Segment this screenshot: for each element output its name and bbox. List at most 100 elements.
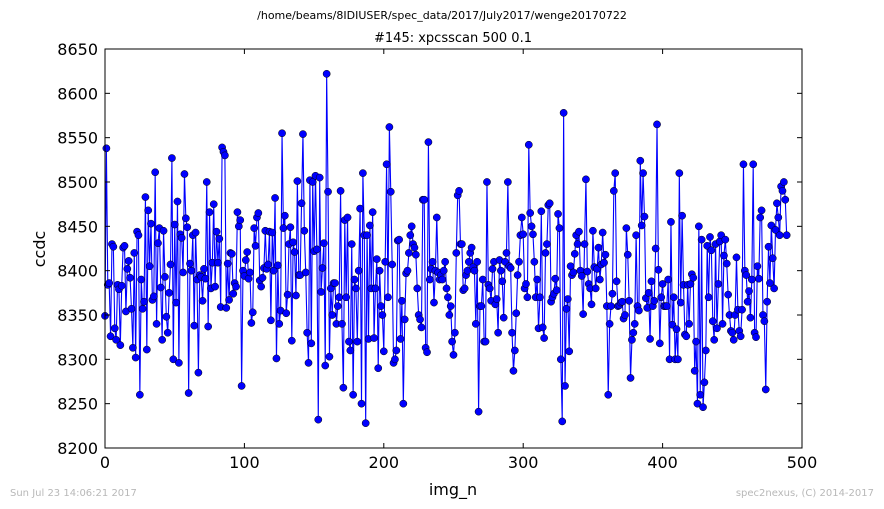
data-point [451, 328, 459, 337]
data-point [646, 335, 654, 343]
data-point [391, 355, 399, 364]
data-point [478, 275, 487, 284]
data-point [377, 302, 385, 310]
data-point [366, 221, 374, 230]
data-point [246, 268, 254, 277]
data-point [267, 316, 275, 325]
data-point [745, 287, 753, 295]
data-point [154, 239, 162, 248]
data-point [747, 275, 756, 284]
data-point [123, 265, 132, 273]
data-point [152, 320, 161, 328]
data-point [313, 245, 321, 254]
data-point [117, 281, 126, 290]
data-point [162, 312, 171, 321]
data-point [743, 297, 752, 306]
data-point [359, 169, 367, 177]
data-point [292, 291, 300, 300]
data-point [357, 399, 366, 408]
data-point [345, 337, 353, 346]
data-point [215, 234, 224, 243]
data-point [374, 364, 383, 373]
data-point [385, 123, 394, 131]
data-point [517, 213, 526, 222]
data-point [446, 302, 455, 310]
data-point [237, 382, 246, 390]
data-point [449, 351, 458, 359]
data-point [222, 304, 231, 312]
data-point [144, 206, 153, 215]
data-point [124, 257, 133, 265]
data-point [658, 280, 667, 288]
data-point [714, 280, 723, 288]
x-tick-label: 300 [508, 453, 539, 472]
y-tick-label: 8350 [57, 306, 98, 325]
data-point [675, 169, 684, 177]
data-point [622, 224, 631, 232]
data-point [519, 230, 528, 239]
series-line [104, 73, 788, 424]
data-point [299, 130, 307, 138]
data-point [512, 309, 521, 318]
data-point [630, 320, 639, 328]
data-point [400, 315, 409, 324]
data-point [540, 334, 548, 342]
data-point [212, 227, 221, 236]
data-point [247, 319, 256, 327]
data-point [416, 315, 424, 324]
data-point [628, 335, 636, 344]
x-tick-label: 400 [647, 453, 678, 472]
data-point [533, 275, 541, 284]
data-point [423, 348, 431, 357]
data-point [757, 206, 766, 215]
data-point [510, 346, 519, 355]
data-point [720, 251, 728, 260]
data-point [325, 352, 334, 361]
data-point [554, 210, 562, 218]
data-point [523, 293, 532, 302]
data-point [713, 324, 721, 333]
data-point [324, 187, 332, 196]
data-point [424, 138, 433, 146]
data-point [551, 274, 560, 283]
data-point [662, 302, 671, 310]
data-point [395, 235, 403, 244]
data-point [458, 240, 466, 248]
data-point [151, 168, 160, 177]
data-point [228, 249, 236, 258]
data-point [707, 246, 716, 255]
data-point [386, 187, 395, 196]
data-point [732, 253, 741, 262]
data-point [667, 218, 675, 226]
data-point [738, 305, 746, 314]
data-point [575, 227, 583, 236]
data-point [704, 293, 713, 302]
y-tick-label: 8500 [57, 173, 98, 192]
data-point [225, 296, 233, 304]
x-tick-label: 0 [100, 453, 110, 472]
data-point [356, 204, 364, 213]
data-point [381, 257, 390, 266]
data-point [569, 268, 578, 277]
data-point [221, 151, 229, 160]
data-point [672, 325, 681, 334]
data-point [322, 69, 331, 78]
data-point [636, 156, 645, 165]
data-point [561, 382, 569, 390]
data-point [375, 266, 384, 275]
data-point [127, 304, 136, 313]
data-point [161, 273, 169, 281]
data-point [718, 320, 727, 328]
data-point [370, 334, 378, 342]
data-point [180, 170, 189, 178]
data-point [582, 175, 590, 184]
data-point [304, 359, 313, 367]
data-point [282, 309, 291, 318]
data-point [502, 249, 511, 257]
data-point [116, 341, 125, 349]
data-point [625, 296, 633, 305]
data-point [287, 336, 296, 345]
data-point [763, 297, 772, 306]
data-point [749, 160, 758, 169]
data-point [556, 355, 565, 364]
